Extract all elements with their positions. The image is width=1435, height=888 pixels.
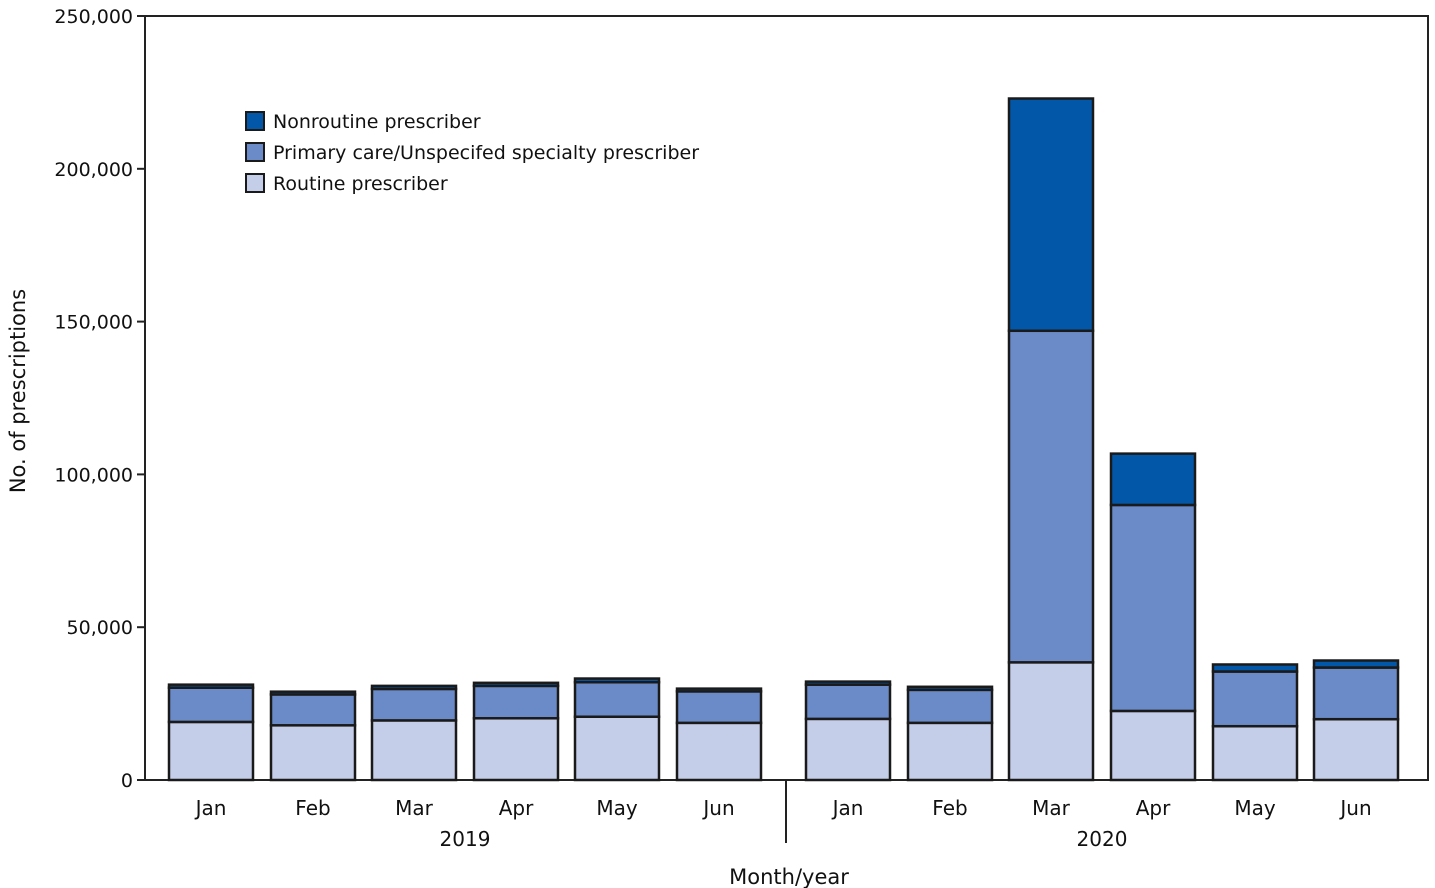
bars <box>167 97 1400 782</box>
legend: Nonroutine prescriber Primary care/Unspec… <box>245 111 699 195</box>
y-tick-label: 50,000 <box>67 617 133 639</box>
bar-segment <box>269 693 357 727</box>
bar-segment <box>906 685 994 692</box>
bar-segment <box>1007 97 1095 333</box>
bar-segment <box>1312 717 1400 782</box>
legend-swatch <box>245 173 265 193</box>
group-labels: 2019 2020 <box>440 827 1128 851</box>
legend-swatch <box>245 111 265 131</box>
x-tick-label: Mar <box>1032 796 1071 820</box>
bar-segment <box>1007 329 1095 664</box>
bar-segment <box>1211 663 1299 673</box>
bar-segment <box>1211 724 1299 782</box>
bar-segment <box>370 687 458 722</box>
year-label: 2020 <box>1077 827 1128 851</box>
x-tick-label: May <box>1234 796 1276 820</box>
legend-swatch <box>245 142 265 162</box>
bar-segment <box>573 715 661 782</box>
legend-label: Primary care/Unspecifed specialty prescr… <box>273 142 699 164</box>
bar-segment <box>167 720 255 782</box>
bar-segment <box>906 688 994 725</box>
bar-segment <box>1312 666 1400 721</box>
bar-segment <box>1109 503 1197 713</box>
y-tick-label: 0 <box>121 770 133 792</box>
legend-label: Nonroutine prescriber <box>273 111 481 133</box>
bar-segment <box>472 681 560 688</box>
x-tick-label: Feb <box>295 796 330 820</box>
bar-segment <box>675 690 763 725</box>
bar-segment <box>167 683 255 689</box>
bar-segment <box>1211 670 1299 728</box>
x-tick-label: Jan <box>194 796 227 820</box>
bar-segment <box>1007 661 1095 782</box>
legend-label: Routine prescriber <box>273 173 448 195</box>
bar-segment <box>573 680 661 718</box>
bar-segment <box>269 690 357 696</box>
bar-segment <box>370 684 458 691</box>
bar-segment <box>1312 659 1400 669</box>
x-axis-title: Month/year <box>729 865 849 888</box>
bar-segment <box>269 724 357 782</box>
x-tick-label: May <box>596 796 638 820</box>
bar-segment <box>675 687 763 693</box>
x-tick-label: Apr <box>1136 796 1171 820</box>
bar-segment <box>472 684 560 720</box>
x-tick-label: Feb <box>932 796 967 820</box>
x-tick-label: Jun <box>1338 796 1371 820</box>
axes <box>137 15 1429 843</box>
y-tick-label: 250,000 <box>54 6 133 28</box>
bar-segment <box>1109 709 1197 782</box>
bar-segment <box>573 677 661 684</box>
bar-segment <box>167 686 255 724</box>
bar-segment <box>1109 452 1197 507</box>
bar-segment <box>472 717 560 782</box>
y-axis-title: No. of prescriptions <box>6 289 30 493</box>
y-tick-label: 100,000 <box>54 464 133 486</box>
bar-segment <box>370 719 458 782</box>
y-tick-label: 150,000 <box>54 312 133 334</box>
y-tick-labels: 0 50,000 100,000 150,000 200,000 250,000 <box>54 6 133 792</box>
bar-segment <box>906 721 994 782</box>
bar-segment <box>675 721 763 782</box>
x-tick-labels: Jan Feb Mar Apr May Jun Jan Feb Mar Apr May Jun <box>194 796 1372 820</box>
bar-segment <box>804 683 892 721</box>
x-tick-label: Jun <box>701 796 734 820</box>
bar-segment <box>804 680 892 686</box>
year-label: 2019 <box>440 827 491 851</box>
x-tick-label: Apr <box>499 796 534 820</box>
bar-segment <box>804 717 892 782</box>
y-tick-label: 200,000 <box>54 159 133 181</box>
x-tick-label: Mar <box>395 796 434 820</box>
x-tick-label: Jan <box>831 796 864 820</box>
